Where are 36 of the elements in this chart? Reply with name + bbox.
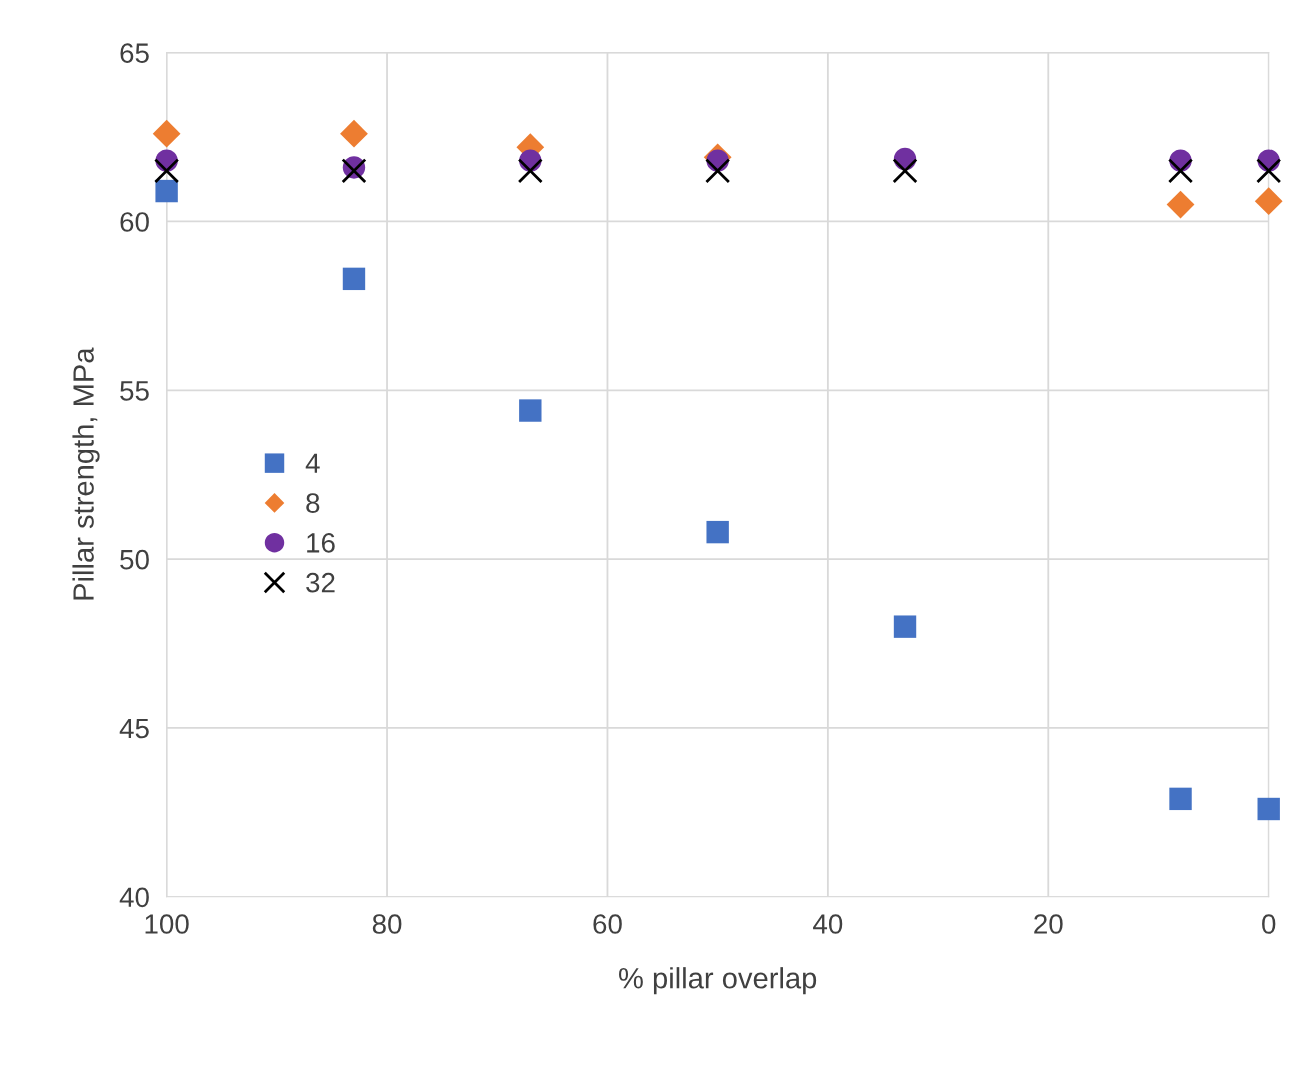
point [705, 158, 731, 184]
legend-label: 4 [305, 453, 320, 473]
x-tick-label: 100 [145, 914, 189, 934]
y-tick-label: 50 [120, 549, 149, 570]
y-tick-label: 45 [119, 718, 149, 739]
x-tick-label: 0 [1262, 914, 1276, 934]
x-tick-label: 40 [813, 914, 843, 934]
legend-label: 16 [307, 533, 335, 553]
point [892, 158, 918, 184]
x-tick-label: 20 [1034, 914, 1063, 934]
point [340, 119, 368, 148]
point [706, 520, 729, 544]
y-tick-label: 55 [120, 381, 149, 401]
point [517, 158, 543, 184]
point [1169, 787, 1192, 811]
legend-label: 32 [306, 572, 335, 593]
point [1167, 158, 1194, 184]
point [1166, 190, 1195, 219]
point [155, 179, 178, 203]
point [893, 615, 917, 638]
point [1257, 797, 1280, 821]
y-axis-title: Pillar strength, MPa [72, 347, 100, 600]
point [519, 399, 542, 422]
point [341, 158, 367, 184]
point [152, 119, 181, 148]
legend-label: 8 [306, 493, 320, 513]
x-axis-title: % pillar overlap [619, 967, 817, 995]
x-tick-label: 60 [593, 914, 622, 934]
point [342, 267, 366, 291]
y-tick-label: 60 [120, 212, 149, 232]
point [154, 158, 180, 184]
y-tick-label: 65 [120, 43, 149, 63]
point [1254, 187, 1283, 216]
y-tick-label: 40 [119, 887, 149, 908]
x-tick-label: 80 [372, 914, 402, 934]
point [1256, 158, 1282, 184]
